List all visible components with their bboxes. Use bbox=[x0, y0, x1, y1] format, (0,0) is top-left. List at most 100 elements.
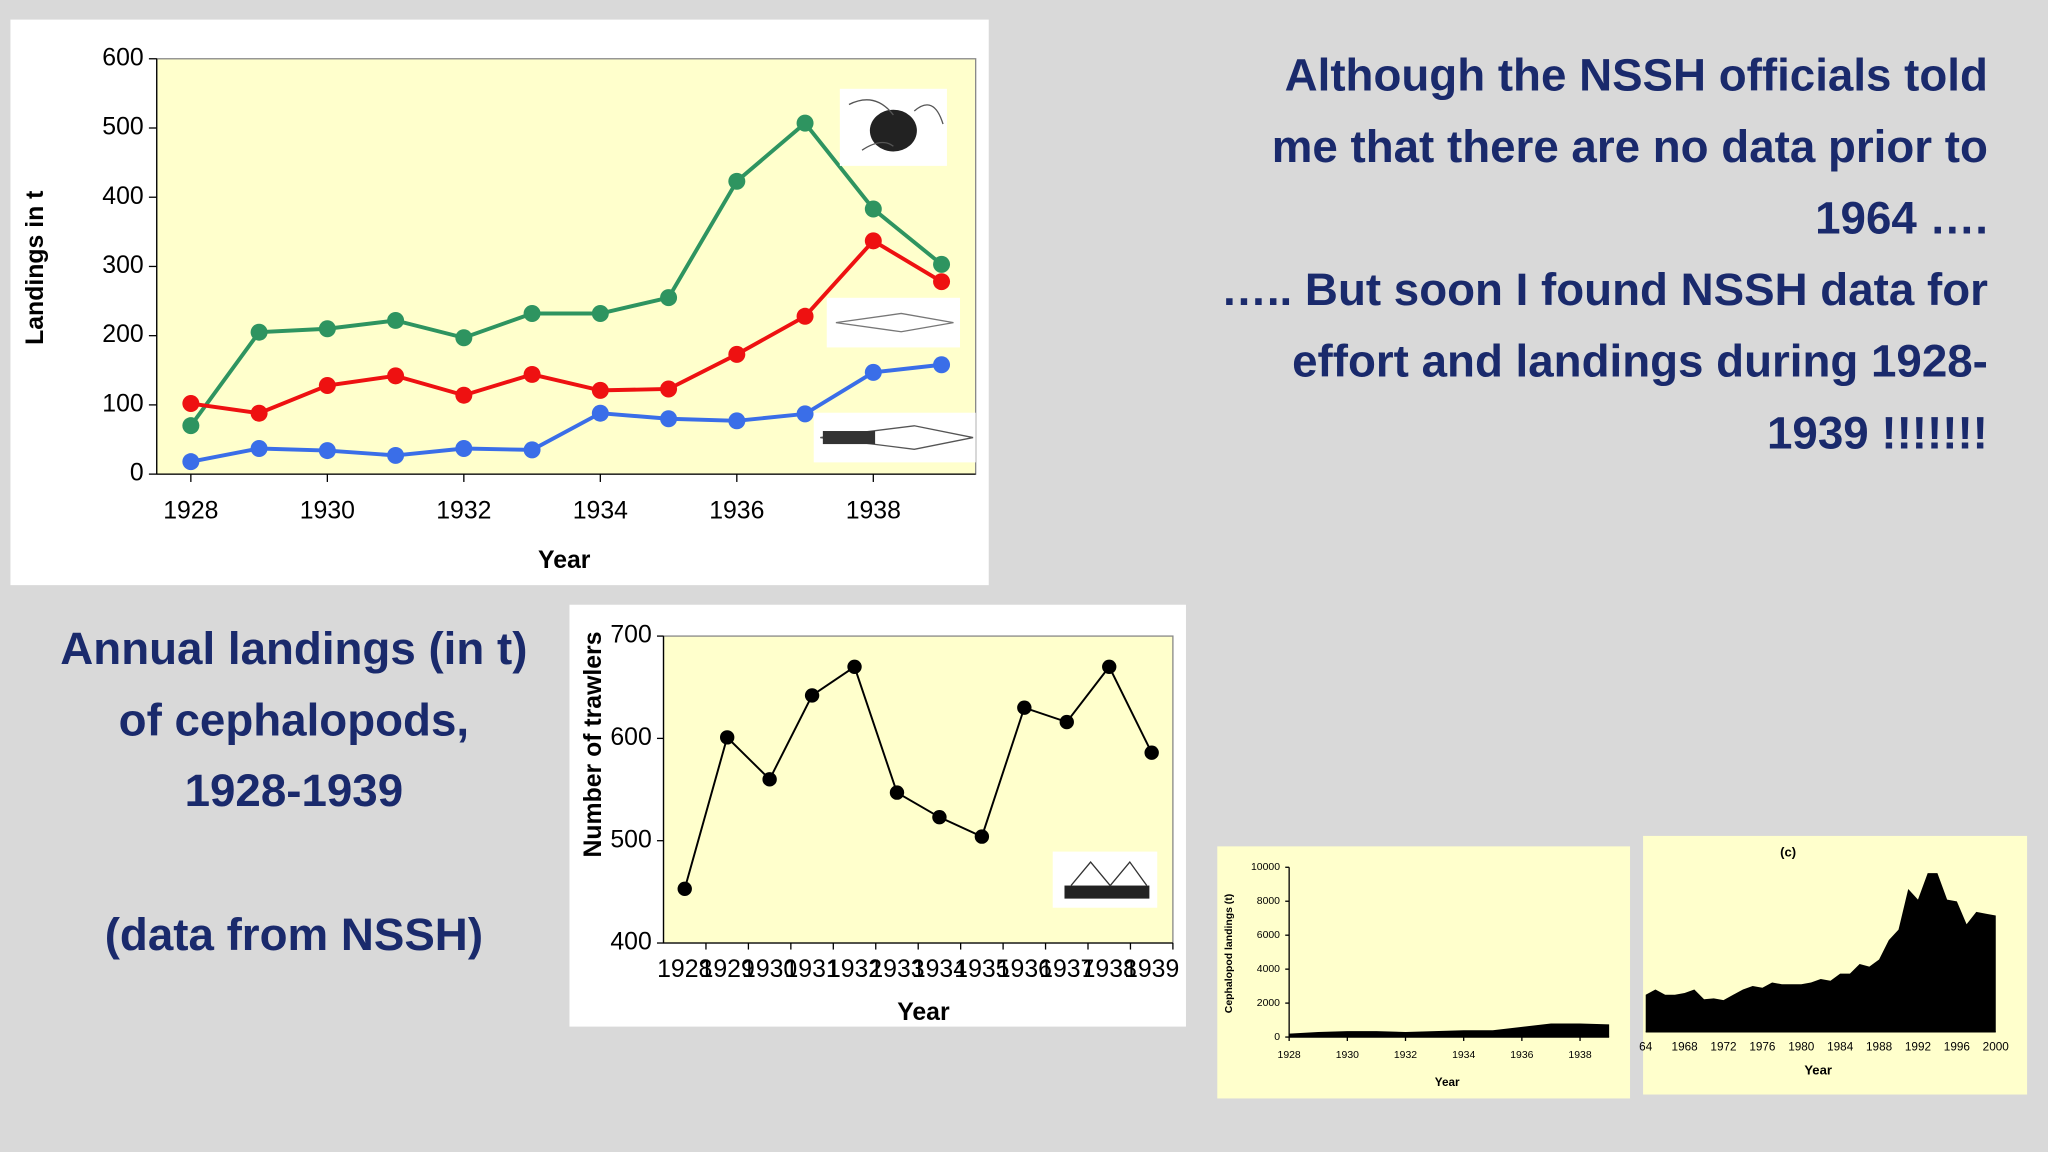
y-tick-label: 6000 bbox=[1257, 930, 1280, 941]
chart: 64 1968 1972 1976 1980 1984 1988 1992 1996 2000 Ye… bbox=[1639, 844, 2009, 1077]
x-tick-label: 1980 bbox=[1788, 1041, 1815, 1054]
data-point bbox=[728, 172, 746, 190]
data-point bbox=[933, 255, 951, 273]
series-line bbox=[683, 664, 1153, 890]
x-tick-label: 1996 bbox=[1944, 1041, 1971, 1054]
y-tick-label: 600 bbox=[610, 724, 651, 751]
data-point bbox=[796, 114, 814, 132]
slide-text: me that there are no data prior to bbox=[1272, 121, 1988, 172]
x-axis-label: Year bbox=[897, 999, 950, 1026]
y-tick-label: 100 bbox=[102, 390, 143, 417]
series-line bbox=[189, 120, 943, 427]
data-point bbox=[864, 200, 882, 218]
x-tick-label: 1928 bbox=[1278, 1050, 1301, 1061]
y-tick-label: 2000 bbox=[1257, 998, 1280, 1009]
x-tick-label: 1934 bbox=[573, 498, 628, 525]
x-tick-label: 1934 bbox=[912, 956, 967, 983]
chart: 1928 1930 1932 1934 1936 1938 0 2000 4000 6000 800… bbox=[1224, 862, 1610, 1089]
series-line bbox=[190, 238, 943, 416]
data-point bbox=[387, 367, 405, 385]
x-tick-label: 1935 bbox=[954, 956, 1009, 983]
x-tick-label: 1939 bbox=[1124, 956, 1179, 983]
data-point bbox=[889, 785, 905, 800]
chart: 1928 1930 1932 1934 1936 1938 0 100 200 300 400 500… bbox=[22, 44, 977, 574]
x-tick-label: 1936 bbox=[1510, 1050, 1533, 1061]
data-point bbox=[933, 273, 951, 291]
series-area bbox=[1645, 873, 1996, 1032]
data-point bbox=[796, 405, 814, 423]
data-point bbox=[660, 380, 678, 398]
slide-text: of cephalopods, bbox=[119, 695, 469, 746]
x-tick-label: 1968 bbox=[1672, 1041, 1699, 1054]
y-tick-label: 300 bbox=[102, 252, 143, 279]
x-tick-label: 1936 bbox=[997, 956, 1052, 983]
slide-text: (data from NSSH) bbox=[105, 909, 483, 960]
x-tick-label: 1932 bbox=[827, 956, 882, 983]
chart-panel bbox=[1217, 846, 1631, 1099]
x-tick-label: 64 bbox=[1639, 1041, 1653, 1054]
data-point bbox=[591, 381, 609, 399]
series-area bbox=[1289, 1023, 1610, 1038]
y-axis-label: Landings in t bbox=[22, 191, 49, 345]
plot-area bbox=[156, 58, 977, 475]
slide-text: ….. But soon I found NSSH data for bbox=[1221, 264, 1988, 315]
data-point bbox=[455, 329, 473, 347]
data-point bbox=[660, 289, 678, 307]
y-axis-label: Cephalopod landings (t) bbox=[1224, 894, 1235, 1013]
y-tick-label: 10000 bbox=[1251, 862, 1280, 873]
data-point bbox=[847, 659, 862, 674]
y-tick-label: 0 bbox=[130, 460, 144, 487]
x-axis-label: Year bbox=[1435, 1076, 1460, 1089]
data-point bbox=[728, 345, 746, 363]
x-tick-label: 1930 bbox=[742, 956, 797, 983]
data-point bbox=[182, 395, 200, 413]
y-tick-label: 8000 bbox=[1257, 896, 1280, 907]
x-tick-label: 1928 bbox=[163, 498, 218, 525]
data-point bbox=[932, 809, 947, 825]
data-point bbox=[933, 356, 951, 374]
data-point bbox=[182, 417, 200, 435]
y-tick-label: 700 bbox=[610, 622, 651, 649]
x-tick-label: 1931 bbox=[784, 956, 839, 983]
x-tick-label: 1929 bbox=[700, 956, 755, 983]
slide-text: Although the NSSH officials told bbox=[1285, 49, 1988, 100]
x-tick-label: 1938 bbox=[1082, 956, 1137, 983]
data-point bbox=[591, 305, 609, 323]
x-tick-label: 1930 bbox=[1336, 1050, 1359, 1061]
x-tick-label: 1932 bbox=[436, 498, 491, 525]
data-point bbox=[318, 320, 336, 338]
data-point bbox=[182, 453, 200, 471]
y-tick-label: 200 bbox=[102, 321, 143, 348]
data-point bbox=[318, 442, 336, 460]
x-tick-label: 1937 bbox=[1039, 956, 1094, 983]
data-point bbox=[523, 441, 541, 459]
data-point bbox=[728, 412, 746, 430]
y-tick-label: 600 bbox=[102, 44, 143, 71]
y-tick-label: 0 bbox=[1274, 1032, 1280, 1043]
data-point bbox=[762, 772, 777, 787]
x-tick-label: 1938 bbox=[1568, 1050, 1591, 1061]
data-point bbox=[250, 440, 268, 457]
x-axis-label: Year bbox=[1804, 1062, 1832, 1077]
data-point bbox=[387, 311, 405, 329]
x-tick-label: 1984 bbox=[1827, 1041, 1854, 1054]
data-point bbox=[1017, 700, 1032, 715]
data-point bbox=[677, 881, 692, 896]
slide-text: 1964 …. bbox=[1815, 193, 1988, 244]
slide-text: 1928-1939 bbox=[185, 765, 404, 816]
data-point bbox=[591, 404, 609, 422]
y-tick-label: 500 bbox=[610, 826, 651, 853]
data-point bbox=[250, 404, 268, 422]
illustrations bbox=[813, 88, 1158, 908]
x-tick-label: 1934 bbox=[1452, 1050, 1475, 1061]
data-point bbox=[523, 305, 541, 323]
data-point bbox=[455, 440, 473, 457]
series-line bbox=[190, 362, 942, 464]
x-tick-label: 1928 bbox=[657, 956, 712, 983]
chart-title: (c) bbox=[1780, 844, 1796, 859]
data-point bbox=[660, 410, 678, 428]
y-tick-label: 400 bbox=[102, 183, 143, 210]
data-point bbox=[796, 307, 814, 325]
